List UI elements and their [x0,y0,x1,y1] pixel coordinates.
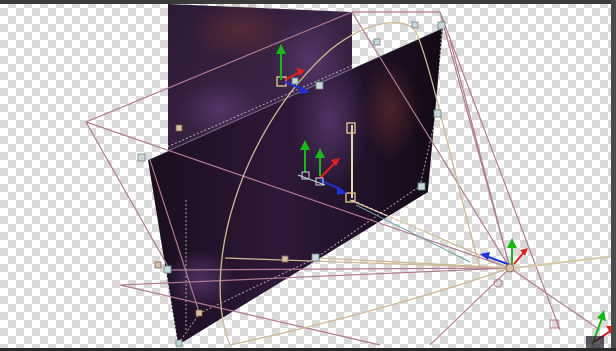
camera-icon[interactable] [480,238,616,273]
camera-point-of-interest-line [351,199,476,263]
camera-frustum [85,11,601,346]
viewport-bottom-border [0,348,616,351]
viewport-top-border [0,0,616,4]
move-gizmo-icon[interactable] [586,310,614,348]
light-handle-icon[interactable] [493,278,559,329]
viewport-right-border [611,0,616,351]
move-gizmo-icon[interactable] [297,140,347,195]
move-gizmo-icon[interactable] [276,44,310,94]
layer-handles[interactable] [137,21,446,347]
camera-handles[interactable] [154,124,289,317]
camera-zoom-arc [219,21,511,346]
